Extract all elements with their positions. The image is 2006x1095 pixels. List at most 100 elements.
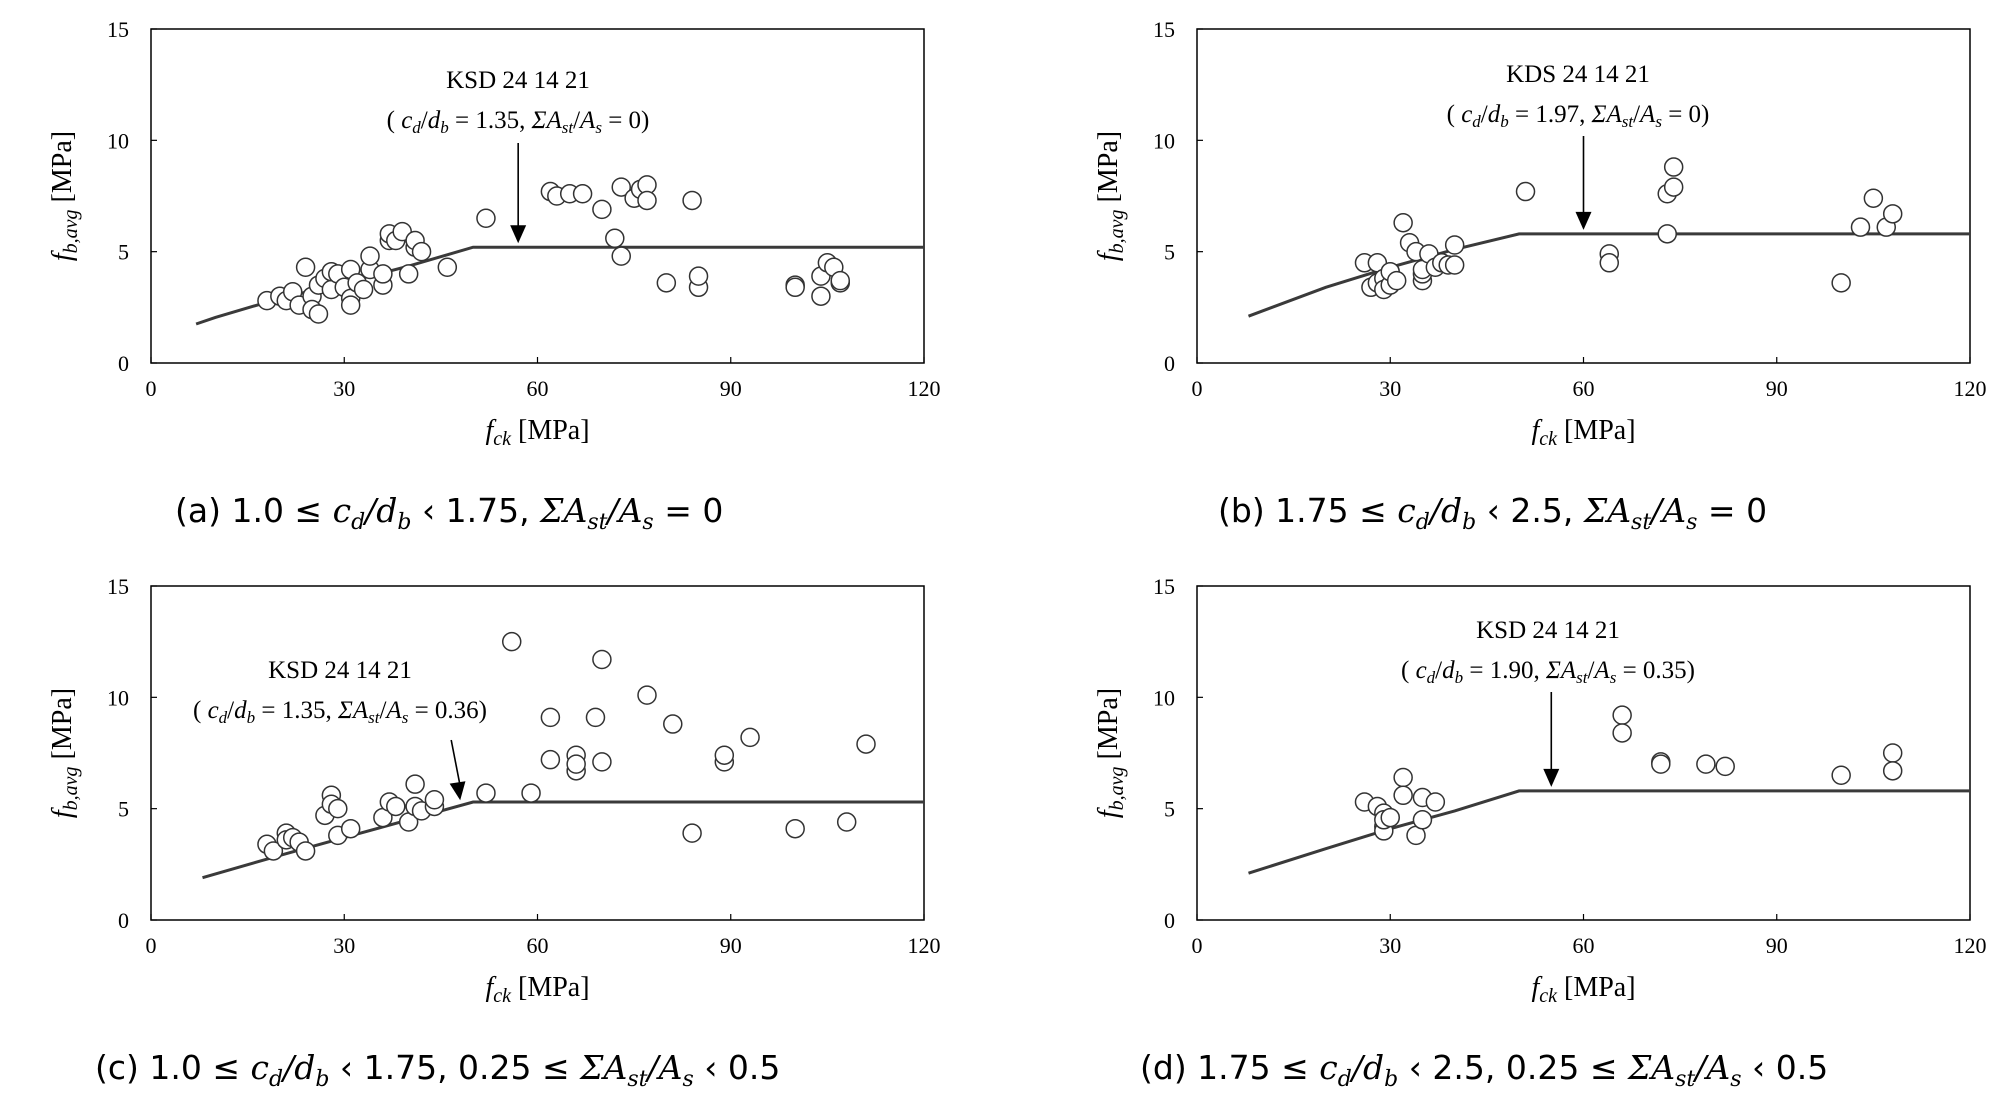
y-tick-label: 5 bbox=[118, 240, 129, 265]
data-point bbox=[1599, 253, 1620, 273]
data-point bbox=[1380, 807, 1400, 828]
x-tick-label: 0 bbox=[146, 933, 157, 958]
data-point bbox=[1696, 754, 1716, 774]
annotation-arrowhead bbox=[449, 781, 466, 801]
data-point bbox=[476, 208, 496, 229]
data-point bbox=[1651, 754, 1671, 774]
data-point bbox=[411, 241, 432, 262]
data-point bbox=[656, 273, 677, 293]
data-point bbox=[592, 649, 612, 670]
x-tick-label: 30 bbox=[1379, 933, 1401, 958]
chart-d: 0 30 60 90 120 0 5 10 15 fck [MPa] fb,avg [MPa] KSD… bbox=[1093, 574, 1987, 1092]
data-point bbox=[682, 190, 702, 211]
x-axis-label: fck [MPa] bbox=[1531, 972, 1635, 1007]
y-tick-label: 5 bbox=[1164, 797, 1175, 822]
caption: (c) 1.0 ≤ cd/db ‹ 1.75, 0.25 ≤ ΣAst/As ‹… bbox=[95, 1048, 780, 1092]
data-point bbox=[1663, 157, 1684, 177]
data-point bbox=[295, 257, 316, 278]
y-tick-label: 0 bbox=[1164, 908, 1175, 933]
data-point bbox=[830, 270, 851, 291]
caption: (d) 1.75 ≤ cd/db ‹ 2.5, 0.25 ≤ ΣAst/As ‹… bbox=[1140, 1048, 1828, 1092]
data-point bbox=[1831, 765, 1851, 786]
y-tick-label: 5 bbox=[1164, 240, 1175, 265]
chart-c: 0 30 60 90 120 0 5 10 15 fck [MPa] fb,avg [MPa] KSD… bbox=[47, 574, 941, 1092]
data-point bbox=[566, 754, 586, 774]
annotation-title: KSD 24 14 21 bbox=[268, 657, 412, 684]
data-point bbox=[540, 749, 561, 770]
y-tick-label: 10 bbox=[107, 685, 129, 710]
annotation-arrowhead bbox=[510, 225, 527, 244]
data-point bbox=[340, 295, 361, 315]
data-point bbox=[501, 631, 522, 652]
y-tick-label: 0 bbox=[118, 908, 129, 933]
data-point bbox=[1715, 756, 1735, 777]
data-point bbox=[1393, 767, 1413, 788]
annotation-arrowhead bbox=[1543, 768, 1560, 787]
x-axis-label: fck [MPa] bbox=[485, 415, 589, 450]
data-point bbox=[373, 264, 393, 284]
x-tick-label: 60 bbox=[1573, 933, 1595, 958]
data-point bbox=[1850, 217, 1871, 237]
x-tick-label: 120 bbox=[908, 933, 941, 958]
x-tick-label: 90 bbox=[1766, 376, 1788, 401]
x-axis-label: fck [MPa] bbox=[485, 972, 589, 1007]
y-tick-label: 15 bbox=[1153, 574, 1175, 599]
x-tick-label: 30 bbox=[1379, 376, 1401, 401]
caption: (b) 1.75 ≤ cd/db ‹ 2.5, ΣAst/As = 0 bbox=[1218, 491, 1767, 535]
data-point bbox=[1612, 723, 1632, 743]
data-point bbox=[585, 707, 606, 728]
data-point bbox=[856, 734, 876, 754]
data-point bbox=[605, 228, 625, 249]
annotation-params: ( cd/db = 1.97, ΣAst/As = 0) bbox=[1447, 101, 1710, 131]
data-point bbox=[1612, 705, 1632, 725]
annotation-params: ( cd/db = 1.35, ΣAst/As = 0) bbox=[387, 107, 650, 137]
data-point bbox=[811, 286, 831, 306]
data-point bbox=[1393, 785, 1413, 806]
data-point bbox=[1882, 204, 1903, 224]
y-tick-label: 15 bbox=[107, 17, 129, 42]
x-tick-label: 90 bbox=[720, 933, 742, 958]
y-tick-label: 15 bbox=[1153, 17, 1175, 42]
y-tick-label: 0 bbox=[1164, 351, 1175, 376]
data-point bbox=[637, 685, 657, 705]
x-tick-label: 30 bbox=[333, 933, 355, 958]
data-point bbox=[328, 798, 348, 819]
x-tick-label: 0 bbox=[1192, 933, 1203, 958]
y-tick-label: 0 bbox=[118, 351, 129, 376]
x-tick-label: 30 bbox=[333, 376, 355, 401]
data-point bbox=[1393, 212, 1413, 233]
y-tick-label: 5 bbox=[118, 797, 129, 822]
data-point bbox=[1831, 273, 1851, 293]
data-point bbox=[1425, 792, 1446, 812]
annotation-arrow-shaft bbox=[450, 739, 461, 787]
data-point bbox=[785, 277, 805, 298]
y-axis-label: fb,avg [MPa] bbox=[47, 688, 82, 818]
plot-frame bbox=[150, 585, 925, 921]
data-point bbox=[1444, 235, 1465, 255]
x-tick-label: 60 bbox=[527, 376, 549, 401]
data-point bbox=[1863, 188, 1884, 208]
data-point bbox=[1412, 810, 1433, 830]
chart-a: 0 30 60 90 120 0 5 10 15 fck [MPa] fb,avg [MPa] KSD… bbox=[47, 17, 941, 535]
data-point bbox=[424, 790, 445, 810]
annotation-params: ( cd/db = 1.90, ΣAst/As = 0.35) bbox=[1401, 657, 1695, 687]
x-tick-label: 0 bbox=[1192, 376, 1203, 401]
data-point bbox=[637, 190, 657, 211]
data-point bbox=[1386, 270, 1407, 291]
data-point bbox=[540, 707, 561, 728]
data-point bbox=[1882, 743, 1903, 763]
x-tick-label: 60 bbox=[527, 933, 549, 958]
data-point bbox=[836, 812, 857, 832]
chart-b: 0 30 60 90 120 0 5 10 15 fck [MPa] fb,avg [MPa] KDS… bbox=[1093, 17, 1987, 535]
data-point bbox=[740, 727, 760, 748]
data-point bbox=[353, 279, 374, 300]
data-point bbox=[682, 823, 702, 843]
x-tick-label: 120 bbox=[1954, 376, 1987, 401]
annotation-arrowhead bbox=[1575, 211, 1592, 230]
data-point bbox=[1515, 181, 1536, 202]
annotation-title: KSD 24 14 21 bbox=[1476, 617, 1620, 644]
y-tick-label: 10 bbox=[107, 128, 129, 153]
annotation-title: KSD 24 14 21 bbox=[446, 67, 590, 94]
data-point bbox=[521, 783, 541, 803]
